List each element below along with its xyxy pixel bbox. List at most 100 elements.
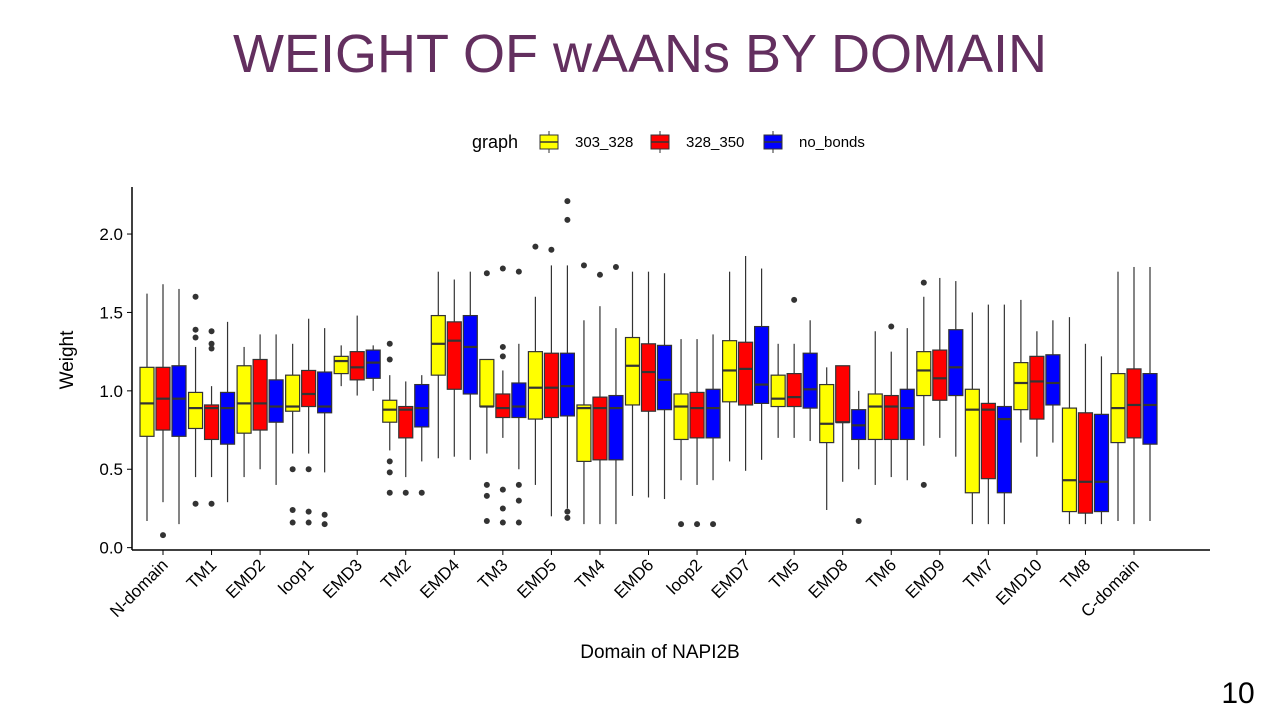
box xyxy=(495,393,511,419)
legend-title: graph xyxy=(472,132,518,152)
x-axis-label: Domain of NAPI2B xyxy=(580,642,739,663)
outlier xyxy=(499,265,506,272)
outlier xyxy=(499,343,506,350)
outlier xyxy=(499,519,506,526)
outlier xyxy=(515,519,522,526)
outlier xyxy=(386,489,393,496)
x-tick-label: EMD6 xyxy=(610,555,657,602)
outlier xyxy=(888,323,895,330)
box xyxy=(592,396,608,461)
box xyxy=(996,405,1012,494)
x-tick-label: EMD5 xyxy=(513,555,560,602)
box xyxy=(1142,372,1158,445)
outlier xyxy=(418,489,425,496)
outlier xyxy=(483,492,490,499)
x-tick-label: loop1 xyxy=(275,555,318,598)
outlier xyxy=(192,293,199,300)
box xyxy=(365,349,381,379)
outlier xyxy=(855,517,862,524)
box xyxy=(1045,354,1061,406)
outlier xyxy=(402,489,409,496)
box xyxy=(1077,412,1094,514)
box xyxy=(819,383,835,444)
box xyxy=(301,369,317,408)
box xyxy=(543,352,560,419)
box xyxy=(479,358,495,408)
outlier xyxy=(208,345,215,352)
box xyxy=(382,399,398,423)
outlier xyxy=(321,521,328,528)
box xyxy=(673,393,689,441)
outlier xyxy=(386,356,393,363)
outlier xyxy=(596,271,603,278)
box xyxy=(786,372,802,408)
outlier xyxy=(305,466,312,473)
x-tick-label: EMD10 xyxy=(992,555,1046,609)
box xyxy=(398,405,414,439)
outlier xyxy=(305,519,312,526)
outlier xyxy=(499,353,506,360)
box xyxy=(236,365,252,434)
x-tick-label: TM7 xyxy=(960,555,997,592)
legend-label: no_bonds xyxy=(799,134,865,151)
box xyxy=(1013,362,1029,411)
outlier xyxy=(499,486,506,493)
box xyxy=(1126,368,1142,439)
box xyxy=(446,321,462,390)
outlier xyxy=(920,481,927,488)
outlier xyxy=(710,521,717,528)
outlier xyxy=(386,340,393,347)
x-tick-label: TM1 xyxy=(183,555,220,592)
outlier xyxy=(289,519,296,526)
legend-label: 328_350 xyxy=(686,134,744,151)
outlier xyxy=(192,500,199,507)
box xyxy=(1029,355,1045,420)
box xyxy=(770,374,786,408)
outlier xyxy=(920,279,927,286)
box xyxy=(705,388,721,439)
box xyxy=(285,374,301,412)
outlier xyxy=(515,497,522,504)
y-tick-label: 2.0 xyxy=(99,225,123,244)
outlier xyxy=(289,466,296,473)
box xyxy=(737,341,754,406)
y-tick-label: 0.0 xyxy=(99,539,123,558)
page-number: 10 xyxy=(1221,677,1254,710)
x-tick-label: EMD7 xyxy=(708,555,755,602)
box xyxy=(187,391,204,430)
x-tick-label: EMD8 xyxy=(805,555,852,602)
box xyxy=(317,371,333,414)
box xyxy=(802,352,818,409)
box xyxy=(171,365,187,437)
outlier xyxy=(483,270,490,277)
x-tick-label: TM4 xyxy=(571,555,608,592)
box xyxy=(252,358,268,431)
outlier xyxy=(386,458,393,465)
box xyxy=(527,351,544,420)
outlier xyxy=(192,334,199,341)
y-tick-label: 1.5 xyxy=(99,303,123,322)
x-tick-label: TM8 xyxy=(1057,555,1094,592)
outlier xyxy=(208,500,215,507)
outlier xyxy=(532,243,539,250)
outlier xyxy=(321,511,328,518)
outlier xyxy=(160,532,166,539)
y-tick-label: 1.0 xyxy=(99,382,123,401)
outlier xyxy=(483,481,490,488)
box xyxy=(932,349,948,401)
outlier xyxy=(564,514,571,521)
outlier xyxy=(564,508,571,515)
box xyxy=(462,314,478,395)
outlier xyxy=(208,328,215,335)
x-tick-label: N-domain xyxy=(106,555,172,621)
outlier xyxy=(515,481,522,488)
outlier xyxy=(791,296,798,303)
box xyxy=(1093,413,1110,513)
x-tick-label: loop2 xyxy=(663,555,706,598)
box xyxy=(203,404,220,441)
box xyxy=(867,393,883,441)
outlier xyxy=(386,469,393,476)
box xyxy=(883,394,899,441)
box xyxy=(899,388,915,441)
x-tick-label: TM3 xyxy=(474,555,511,592)
